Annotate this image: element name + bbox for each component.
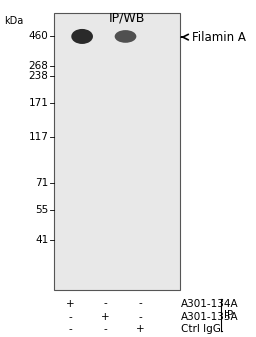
Text: -: - bbox=[68, 312, 72, 322]
Text: 55: 55 bbox=[35, 205, 48, 215]
Text: -: - bbox=[138, 299, 142, 309]
Text: 117: 117 bbox=[28, 132, 48, 142]
Text: -: - bbox=[103, 324, 107, 334]
Text: 238: 238 bbox=[28, 70, 48, 81]
Text: A301-135A: A301-135A bbox=[181, 312, 239, 322]
Bar bbox=[55, 13, 180, 290]
Ellipse shape bbox=[115, 30, 136, 43]
Text: Ctrl IgG: Ctrl IgG bbox=[181, 324, 221, 334]
Text: A301-134A: A301-134A bbox=[181, 299, 239, 309]
Text: +: + bbox=[66, 299, 74, 309]
Text: +: + bbox=[136, 324, 144, 334]
Text: 171: 171 bbox=[28, 98, 48, 108]
Text: IP: IP bbox=[223, 310, 233, 320]
Text: Filamin A: Filamin A bbox=[192, 31, 246, 43]
Text: 460: 460 bbox=[29, 31, 48, 41]
Text: IP/WB: IP/WB bbox=[109, 11, 145, 24]
Ellipse shape bbox=[71, 29, 93, 44]
Text: 71: 71 bbox=[35, 178, 48, 188]
Text: 41: 41 bbox=[35, 235, 48, 245]
Text: kDa: kDa bbox=[4, 17, 23, 26]
Text: -: - bbox=[103, 299, 107, 309]
Text: +: + bbox=[101, 312, 109, 322]
Text: -: - bbox=[68, 324, 72, 334]
Text: 268: 268 bbox=[28, 61, 48, 71]
Text: -: - bbox=[138, 312, 142, 322]
